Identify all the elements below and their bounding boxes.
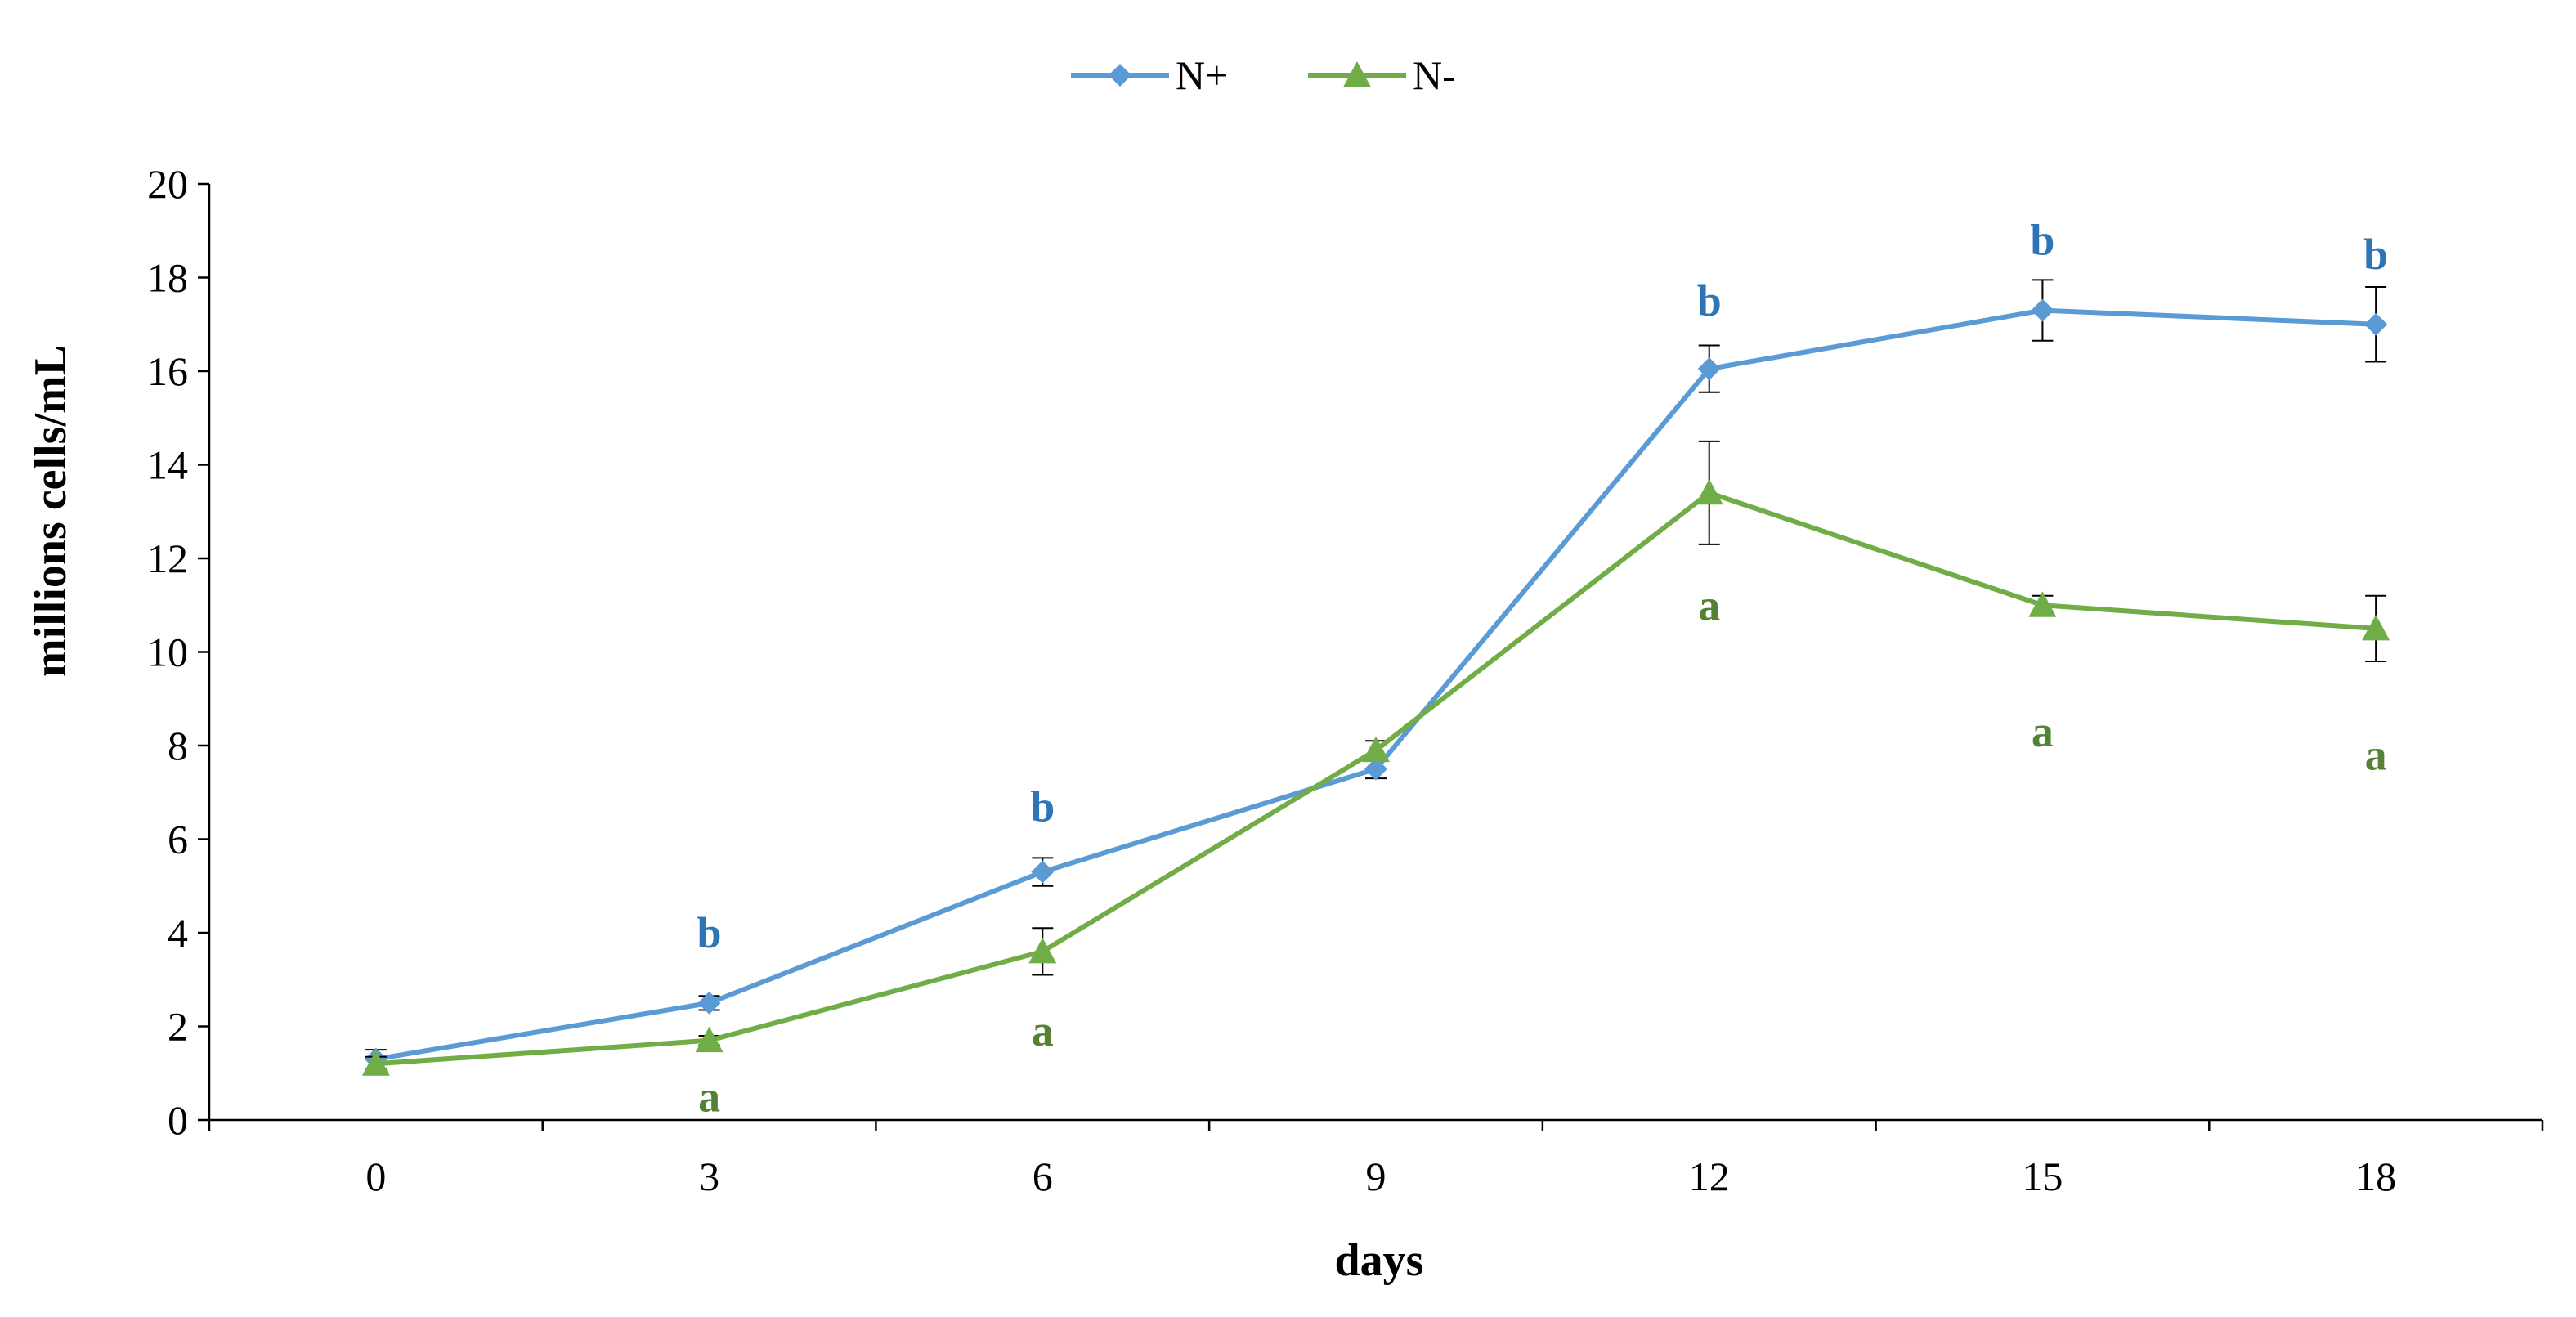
y-tick-label: 14 [147,442,188,488]
x-tick-label: 9 [1366,1153,1387,1199]
data-point [695,1026,724,1053]
legend-label: N+ [1176,52,1228,98]
data-point [1031,860,1055,884]
y-tick-label: 0 [168,1097,188,1143]
data-point [1028,937,1057,964]
y-axis: 0 2 4 6 8 10 12 14 16 18 20 [147,161,211,1143]
significance-label: b [2030,216,2054,265]
series-n-minus: a a a a a [361,440,2390,1121]
x-axis: 0 3 6 9 12 15 18 [208,1118,2544,1199]
significance-label: a [1032,1006,1054,1055]
legend: N+ N- [1071,52,1456,98]
x-tick-label: 12 [1689,1153,1730,1199]
y-tick-label: 2 [168,1004,188,1050]
x-tick-label: 0 [365,1153,386,1199]
series-n-plus: b b b b b [364,216,2388,1071]
data-point [2362,614,2390,641]
legend-label: N- [1413,52,1456,98]
series-layer: b b b b b a a a a a [361,216,2390,1121]
y-tick-label: 20 [147,161,188,207]
x-tick-label: 6 [1033,1153,1053,1199]
y-tick-label: 8 [168,723,188,768]
significance-label: a [698,1072,720,1121]
significance-label: a [1698,580,1720,629]
legend-item-n-minus: N- [1308,52,1456,98]
significance-label: b [1030,782,1055,831]
data-point [2028,591,2057,617]
significance-label: a [2032,707,2054,756]
data-point [1364,757,1387,781]
legend-marker [1109,64,1131,87]
y-tick-label: 16 [147,348,188,394]
significance-label: b [2363,230,2388,279]
significance-label: a [2365,730,2387,779]
data-point [361,1050,390,1076]
data-point [2031,298,2054,322]
x-tick-label: 15 [2022,1153,2063,1199]
y-tick-label: 4 [168,910,188,956]
x-axis-title: days [1335,1235,1424,1286]
data-point [1697,357,1721,381]
significance-label: b [697,908,722,957]
y-tick-label: 12 [147,535,188,581]
x-tick-label: 3 [699,1153,719,1199]
series-line [375,307,2377,1062]
data-point [2364,312,2388,336]
x-tick-label: 18 [2355,1153,2396,1199]
y-axis-title: millions cells/mL [25,345,76,677]
y-tick-label: 6 [168,817,188,862]
y-tick-label: 10 [147,629,188,675]
data-point [1695,478,1723,505]
legend-marker [1343,61,1371,87]
legend-item-n-plus: N+ [1071,52,1228,98]
significance-label: b [1697,276,1722,325]
y-tick-label: 18 [147,255,188,301]
data-point [1362,736,1390,763]
data-point [697,991,721,1015]
